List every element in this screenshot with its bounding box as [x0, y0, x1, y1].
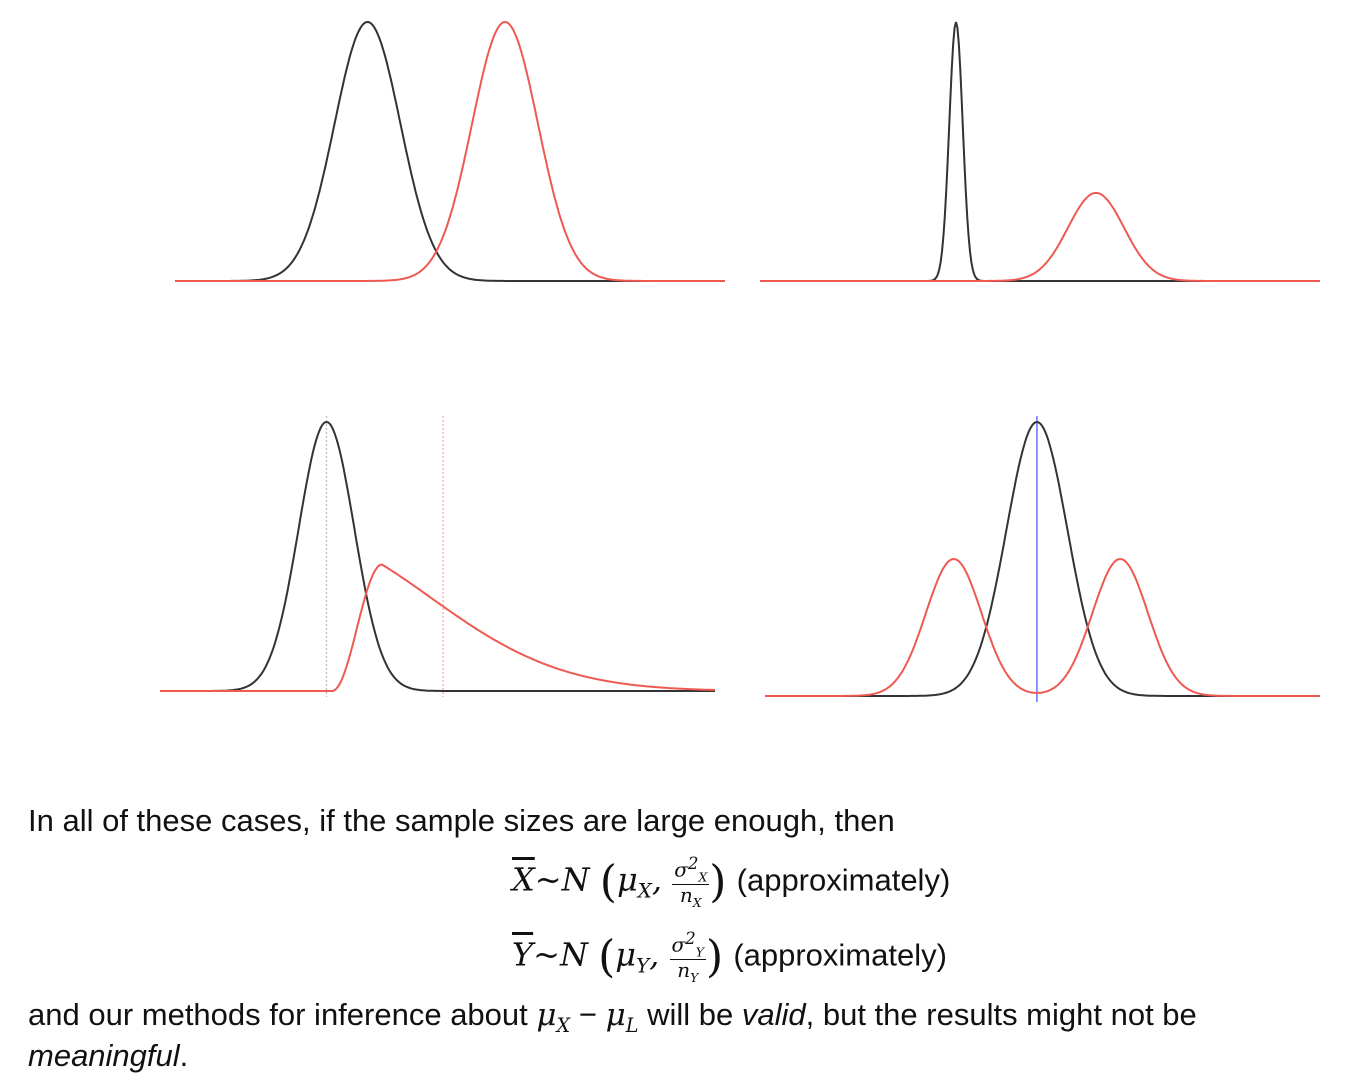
formula-y-lhs: Y	[512, 935, 534, 974]
mu-symbol: μ	[536, 997, 557, 1033]
paren-open: (	[598, 931, 616, 983]
density-curve-red	[175, 20, 725, 282]
panel-bottom-left	[160, 410, 715, 705]
formula-x-dist: ~N	[534, 860, 590, 899]
conclusion-part: will be	[638, 997, 742, 1032]
conclusion-mu-x: μX	[536, 997, 570, 1037]
conclusion-text: and our methods for inference about μX −…	[28, 996, 1328, 1074]
conclusion-end: .	[179, 1038, 189, 1074]
formula-x-sigma-sup: 2	[687, 854, 699, 873]
density-plot	[765, 416, 1320, 702]
emphasis-valid: valid	[741, 997, 806, 1032]
formula-x-n-sub: X	[692, 894, 702, 910]
conclusion-mu-l: μL	[605, 997, 639, 1037]
conclusion-part: and our methods for inference about	[28, 997, 537, 1032]
formula-y-mu-sub: Y	[636, 954, 650, 978]
formula-x-sigma-sub: X	[698, 869, 708, 885]
density-plot	[760, 21, 1320, 282]
density-curve-black	[760, 21, 1320, 282]
paren-close: )	[709, 856, 727, 908]
conclusion-part: , but the results might not be	[805, 997, 1197, 1032]
formula-y-sigma-sub: Y	[695, 944, 704, 960]
minus-sign: −	[570, 997, 606, 1032]
formula-x-n: n	[679, 882, 693, 907]
panel-top-left	[175, 10, 725, 295]
mu-sub: L	[625, 1014, 639, 1038]
density-curve-black	[175, 20, 725, 282]
density-curve-black	[160, 420, 715, 692]
formula-x-fraction: σ2X nX	[672, 854, 710, 910]
density-plot	[175, 20, 725, 282]
formula-y-sigma-sup: 2	[685, 929, 696, 948]
paren-close: )	[705, 931, 724, 983]
formula-x-mu: μ	[616, 860, 638, 899]
formula-y-fraction: σ2Y nY	[669, 929, 706, 985]
formula-y-n: n	[677, 957, 691, 982]
panel-bottom-right	[765, 410, 1320, 710]
formula-y-sigma: σ	[671, 932, 686, 957]
density-curve-red	[160, 563, 715, 692]
formula-x-bar: X~N (μX, σ2X nX ) (approximately)	[512, 854, 951, 910]
intro-text: In all of these cases, if the sample siz…	[28, 803, 895, 838]
formula-y-approx: (approximately)	[733, 937, 947, 973]
formula-y-mu: μ	[615, 935, 637, 974]
mu-symbol: μ	[605, 997, 626, 1033]
paren-open: (	[599, 856, 617, 908]
formula-y-n-sub: Y	[690, 969, 699, 985]
density-curve-red	[765, 557, 1320, 697]
panel-top-right	[760, 10, 1320, 295]
formula-x-mu-sub: X	[637, 879, 652, 903]
formula-x-lhs: X	[512, 860, 535, 899]
formula-y-dist: ~N	[533, 935, 588, 974]
mu-sub: X	[556, 1014, 571, 1038]
density-curve-black	[765, 420, 1320, 697]
formula-x-sigma: σ	[674, 857, 688, 882]
density-curve-red	[760, 191, 1320, 282]
emphasis-meaningful: meaningful	[28, 1038, 180, 1074]
density-plot	[160, 416, 715, 697]
formula-y-bar: Y~N (μY, σ2Y nY ) (approximately)	[512, 929, 947, 985]
formula-x-approx: (approximately)	[736, 862, 951, 898]
